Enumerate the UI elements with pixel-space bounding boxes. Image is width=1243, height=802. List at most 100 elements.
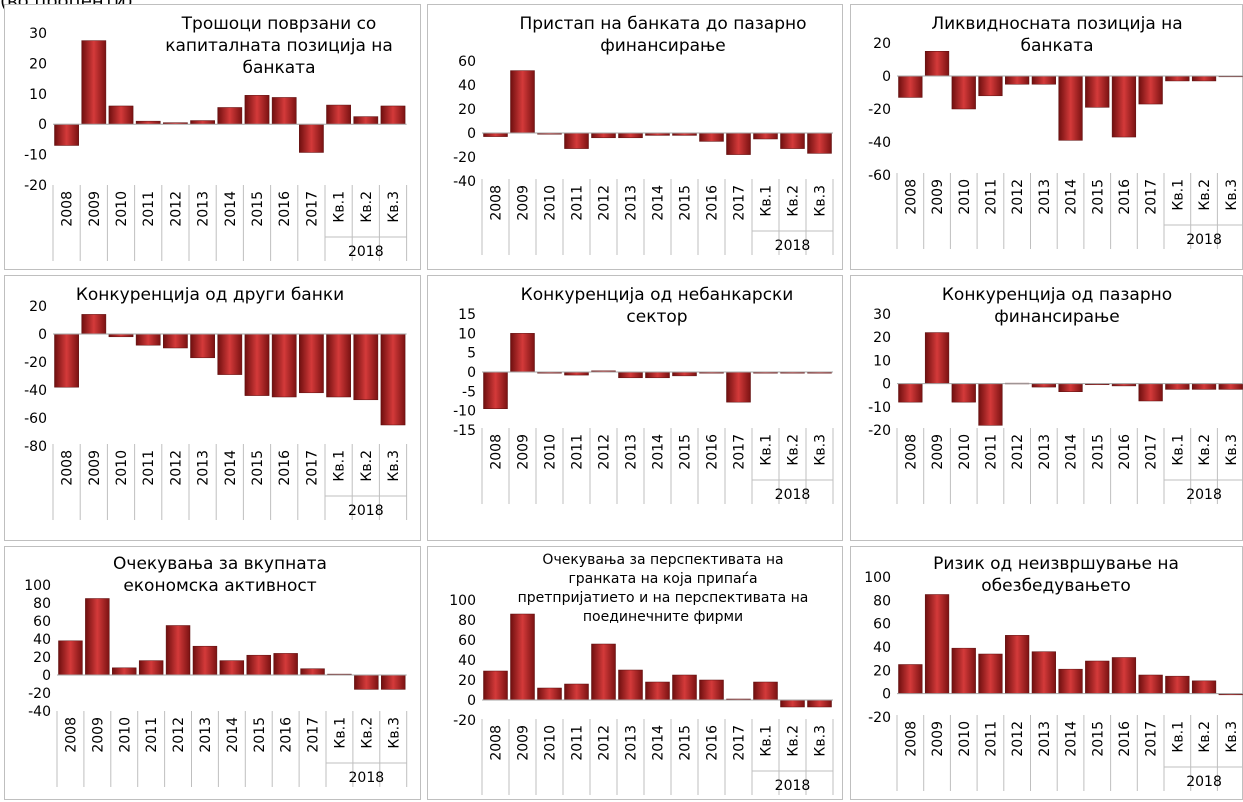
group-label: 2018 — [1186, 232, 1222, 248]
y-tick-label: -20 — [868, 423, 891, 439]
y-tick-label: -10 — [24, 148, 47, 164]
x-tick-label: 2009 — [87, 191, 103, 227]
chart-plot: 15 10 5 0 -5 -10 -15 2008 2009 2010 2011 2012 2013 20… — [453, 307, 834, 504]
bar — [81, 40, 107, 125]
x-tick-label: 2009 — [90, 717, 106, 753]
chart-title-line: Очекувања за вкупната — [113, 554, 327, 574]
x-tick-label: 2016 — [705, 434, 721, 470]
x-tick-label: 2009 — [516, 725, 532, 761]
bar — [1218, 383, 1243, 390]
y-tick-label: 60 — [458, 633, 476, 649]
x-tick-label: Кв.2 — [359, 717, 375, 749]
x-tick-label: 2012 — [1010, 179, 1026, 215]
x-tick-label: Кв.1 — [1170, 434, 1186, 466]
bar — [271, 333, 297, 398]
bar — [244, 95, 270, 125]
bar — [217, 333, 243, 375]
y-tick-label: 60 — [873, 617, 891, 633]
bar — [163, 333, 188, 349]
chart-title-line: Конкуренција од небанкарски — [520, 285, 794, 305]
y-tick-label: 100 — [864, 570, 891, 586]
x-tick-label: 2013 — [1037, 179, 1053, 215]
x-tick-label: Кв.2 — [359, 191, 375, 223]
bar — [618, 132, 643, 139]
x-tick-label: Кв.3 — [813, 725, 829, 757]
x-tick-label: 2012 — [1010, 434, 1026, 470]
chart-title-line: финансирање — [600, 36, 726, 56]
x-tick-label: 2014 — [1064, 434, 1080, 470]
chart-title: Очекувања за перспективата на гранката на… — [478, 551, 848, 627]
x-tick-label: 2014 — [225, 717, 241, 753]
x-tick-label: 2012 — [1010, 721, 1026, 757]
chart-plot: 100 80 60 40 20 0 -20 -40 2008 2009 2010 2011 2012 20… — [24, 578, 408, 787]
x-tick-label: Кв.2 — [1197, 179, 1213, 211]
x-tick-label: 2017 — [306, 717, 322, 753]
x-tick-label: 2017 — [732, 725, 748, 761]
chart-title-line: Трошоци поврзани со — [181, 14, 377, 34]
x-tick-label: 2014 — [1064, 179, 1080, 215]
bar — [618, 669, 643, 701]
bar — [326, 104, 351, 125]
bar — [564, 683, 589, 701]
x-tick-label: 2017 — [1144, 721, 1160, 757]
chart-title-line: сектор — [626, 307, 688, 327]
bar — [1111, 657, 1137, 694]
bar — [726, 371, 751, 403]
x-tick-label: 2014 — [223, 450, 239, 486]
chart-plot: 60 40 20 0 -20 -40 2008 2009 2010 2011 2012 2013 201… — [453, 54, 834, 255]
bar — [1085, 75, 1110, 108]
bar — [112, 667, 137, 676]
x-tick-label: 2017 — [732, 185, 748, 221]
x-tick-label: 2014 — [651, 185, 667, 221]
bar — [1165, 383, 1190, 390]
x-tick-label: 2009 — [930, 434, 946, 470]
x-tick-label: 2011 — [141, 450, 157, 486]
x-tick-label: 2016 — [1117, 721, 1133, 757]
y-tick-label: 60 — [33, 614, 51, 630]
x-tick-label: Кв.2 — [1197, 721, 1213, 753]
chart-panel-collateral-risk: Ризик од неизвршување на обезбедувањето 10… — [850, 546, 1243, 800]
x-tick-label: Кв.2 — [359, 450, 375, 482]
group-label: 2018 — [775, 778, 811, 794]
y-tick-label: -10 — [453, 404, 476, 420]
y-tick-label: 20 — [873, 663, 891, 679]
bar — [924, 51, 950, 77]
bar — [1191, 680, 1217, 694]
chart-plot: 20 0 -20 -40 -60 -80 2008 2009 2010 2011 2012 2013 2… — [24, 299, 408, 520]
x-tick-label: 2017 — [1144, 179, 1160, 215]
bar — [753, 681, 778, 701]
x-tick-label: 2009 — [516, 185, 532, 221]
chart-plot: 20 0 -20 -40 -60 2008 2009 2010 2011 2012 2013 2014… — [868, 36, 1243, 249]
bar — [1138, 383, 1163, 402]
y-tick-label: -20 — [24, 178, 47, 194]
y-tick-label: -20 — [24, 355, 47, 371]
x-tick-label: 2011 — [141, 191, 157, 227]
chart-title-line: капиталната позиција на банката — [165, 36, 393, 78]
bar — [138, 660, 164, 676]
x-tick-label: 2015 — [678, 185, 694, 221]
bar — [299, 123, 324, 153]
bar — [380, 105, 406, 125]
x-tick-label: 2014 — [651, 725, 667, 761]
bar — [1005, 635, 1030, 694]
chart-title-line: Очекувања за перспективата на — [542, 552, 784, 568]
x-tick-label: 2010 — [543, 434, 559, 470]
bar — [1191, 75, 1217, 82]
x-tick-label: 2010 — [957, 179, 973, 215]
group-label: 2018 — [1186, 774, 1222, 790]
x-tick-label: 2010 — [957, 434, 973, 470]
x-tick-label: 2010 — [543, 185, 559, 221]
chart-title: Пристап на банката до пазарно финансирање — [478, 13, 848, 57]
y-tick-label: -40 — [868, 135, 891, 151]
bar — [510, 613, 535, 701]
bar — [219, 660, 245, 676]
x-tick-label: 2012 — [171, 717, 187, 753]
chart-title-line: претпријатието и на перспективата на — [517, 590, 809, 606]
x-tick-label: 2015 — [1090, 434, 1106, 470]
x-tick-label: 2015 — [250, 191, 266, 227]
x-tick-label: Кв.3 — [386, 191, 402, 223]
x-tick-label: Кв.1 — [332, 191, 348, 223]
y-tick-label: 40 — [33, 632, 51, 648]
chart-title: Очекувања за вкупната економска активност — [55, 553, 385, 597]
